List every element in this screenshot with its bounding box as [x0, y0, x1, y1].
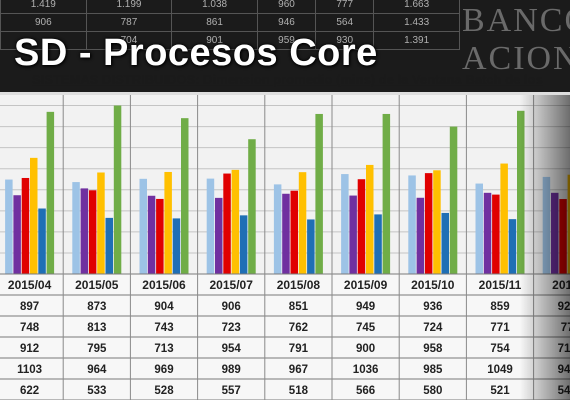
data-table-value: 897	[20, 301, 39, 313]
data-table-value: 912	[20, 343, 39, 355]
data-table-value: 762	[289, 322, 308, 334]
chart-bar	[156, 199, 164, 274]
chart-bar	[299, 172, 307, 274]
chart-bar	[374, 214, 382, 274]
chart-bar	[106, 218, 114, 274]
chart-bar	[417, 198, 425, 274]
x-tick-label: 2015/04	[8, 278, 52, 292]
data-table-value: 859	[490, 301, 509, 313]
chart-bar	[476, 184, 484, 274]
chart-bar	[450, 127, 458, 274]
data-table-value: 771	[490, 322, 510, 334]
data-table-value: 557	[222, 385, 241, 397]
chart-bar	[291, 191, 299, 274]
data-table-value: 754	[490, 343, 510, 355]
chart-bar	[509, 219, 517, 274]
data-table-value: 813	[87, 322, 106, 334]
chart-bar	[358, 179, 366, 274]
chart-bar	[207, 179, 215, 274]
data-table-value: 1049	[487, 364, 513, 376]
chart-bar	[13, 195, 21, 274]
chart-bar	[341, 174, 349, 274]
data-table-value: 745	[356, 322, 376, 334]
chart-bar	[148, 196, 156, 274]
right-edge-shadow	[520, 95, 570, 400]
data-table-value: 967	[289, 364, 308, 376]
chart-bar	[248, 139, 256, 274]
data-table-value: 904	[154, 301, 174, 313]
data-table-value: 791	[289, 343, 309, 355]
x-tick-label: 2015/11	[479, 278, 522, 292]
chart-bar	[425, 173, 433, 274]
data-table-value: 989	[222, 364, 241, 376]
data-table-value: 873	[87, 301, 106, 313]
data-table-value: 964	[87, 364, 107, 376]
x-tick-label: 2015/09	[344, 278, 388, 292]
data-table-value: 1103	[17, 364, 42, 376]
chart-bar	[81, 188, 89, 274]
chart-bar	[492, 195, 500, 274]
data-table-value: 851	[289, 301, 309, 313]
chart-bar	[173, 218, 181, 274]
chart-bar	[164, 172, 172, 274]
chart-bar	[181, 118, 189, 274]
x-tick-label: 2015/06	[142, 278, 186, 292]
data-table-value: 528	[154, 385, 174, 397]
x-tick-label: 2015/07	[210, 278, 254, 292]
data-table-value: 533	[87, 385, 106, 397]
chart-bar	[47, 112, 55, 274]
chart-bar	[484, 193, 492, 274]
data-table-value: 936	[423, 301, 442, 313]
chart-bar	[442, 213, 450, 274]
chart-bar	[349, 196, 357, 274]
data-table-value: 949	[356, 301, 375, 313]
data-table-value: 743	[154, 322, 173, 334]
chart-bar	[72, 182, 80, 274]
chart-bar	[223, 174, 231, 274]
chart-bar	[140, 179, 148, 274]
chart-bar	[500, 164, 508, 274]
chart-bar	[38, 209, 46, 274]
x-tick-label: 2015/05	[75, 278, 119, 292]
data-table-value: 713	[154, 343, 173, 355]
chart-bar	[240, 215, 248, 274]
data-table-value: 1036	[353, 364, 379, 376]
chart-bar	[97, 172, 105, 274]
data-table-value: 748	[20, 322, 40, 334]
chart-bar	[282, 194, 290, 274]
chart-bar	[5, 180, 13, 274]
chart-bar	[383, 114, 391, 274]
data-table-value: 724	[423, 322, 443, 334]
data-table-value: 518	[289, 385, 309, 397]
chart-bar	[315, 114, 323, 274]
data-table-value: 521	[490, 385, 510, 397]
data-table-value: 900	[356, 343, 375, 355]
data-table-value: 954	[222, 343, 242, 355]
data-table-value: 795	[87, 343, 107, 355]
data-table-value: 906	[222, 301, 241, 313]
page-title: SD - Procesos Core	[14, 32, 378, 75]
chart-bar	[30, 158, 38, 274]
x-tick-label: 2015/10	[411, 278, 455, 292]
data-table-value: 580	[423, 385, 442, 397]
x-tick-label: 2015/08	[277, 278, 321, 292]
chart-bar	[274, 184, 282, 274]
chart-bar	[215, 198, 223, 274]
chart-bar	[433, 170, 441, 274]
data-table-value: 566	[356, 385, 375, 397]
data-table-value: 958	[423, 343, 443, 355]
data-table-value: 969	[154, 364, 173, 376]
chart-bar	[114, 106, 122, 274]
chart-bar	[408, 175, 416, 274]
chart-bar	[89, 190, 97, 274]
data-table-value: 723	[222, 322, 241, 334]
data-table-value: 985	[423, 364, 443, 376]
data-table-value: 622	[20, 385, 39, 397]
chart-bar	[366, 165, 374, 274]
chart-bar	[307, 219, 315, 274]
chart-bar	[22, 178, 30, 274]
chart-bar	[232, 170, 240, 274]
